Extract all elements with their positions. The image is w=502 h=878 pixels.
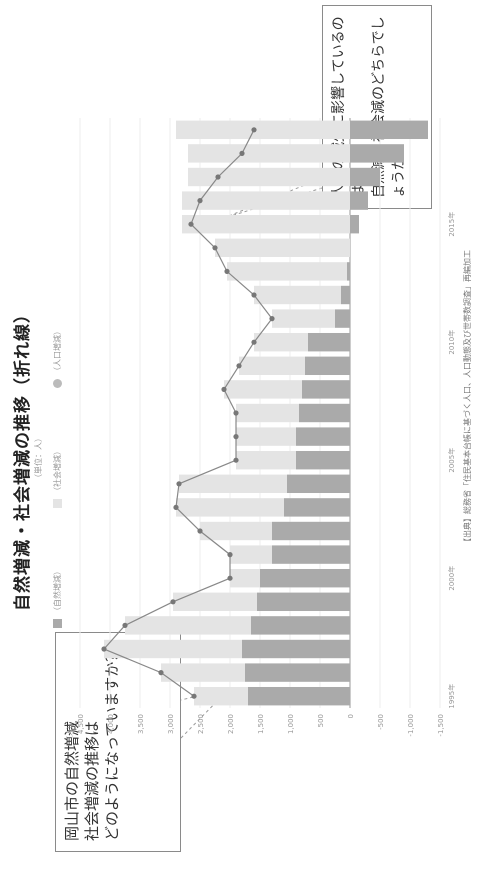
bar-natural: [305, 356, 350, 376]
bar-natural: [272, 545, 350, 564]
total-point: [233, 410, 239, 416]
bar-social: [215, 238, 350, 258]
y-tick-label: 2,500: [197, 714, 205, 734]
total-point: [239, 150, 245, 156]
bar-natural: [251, 616, 350, 635]
chart-source: 【出典】総務省「住民基本台帳に基づく人口、人口動態及び世帯数調査」再編加工: [463, 250, 472, 546]
bar-social: [254, 332, 308, 352]
total-point: [224, 268, 230, 274]
bar-social: [239, 356, 305, 376]
bar-social: [104, 639, 242, 659]
bar-natural: [245, 663, 350, 682]
y-tick-label: -500: [377, 714, 385, 730]
bar-social: [182, 191, 350, 210]
bar-social: [179, 474, 287, 494]
bar-social: [188, 144, 350, 163]
y-tick-label: 500: [317, 714, 325, 727]
bar-natural: [347, 262, 350, 281]
total-point: [233, 434, 239, 440]
bar-social: [194, 686, 248, 706]
total-point: [170, 599, 176, 605]
bar-natural: [350, 144, 404, 163]
y-tick-label: 3,500: [137, 714, 145, 734]
total-point: [233, 457, 239, 463]
y-axis-label: （人）: [66, 722, 74, 743]
total-point: [158, 670, 164, 676]
bar-social: [224, 380, 302, 399]
bar-natural: [284, 498, 350, 517]
x-tick-label: 2005年: [447, 448, 456, 473]
bar-social: [182, 214, 350, 234]
total-point: [122, 622, 128, 628]
bar-social: [161, 663, 245, 682]
x-tick-label: 2015年: [447, 212, 456, 237]
bar-social: [188, 167, 350, 187]
total-point: [251, 339, 257, 345]
total-point: [101, 646, 107, 652]
bar-natural: [350, 191, 368, 210]
total-point: [227, 575, 233, 581]
y-tick-label: 1,000: [287, 714, 295, 734]
bar-social: [236, 450, 296, 470]
x-tick-label: 2000年: [447, 566, 456, 591]
total-point: [215, 174, 221, 180]
bar-social: [176, 120, 350, 140]
bar-natural: [287, 474, 350, 494]
bar-social: [230, 568, 260, 588]
bar-social: [236, 403, 299, 423]
bar-natural: [350, 214, 359, 234]
y-tick-label: 2,000: [227, 714, 235, 734]
y-tick-label: -1,000: [407, 714, 415, 737]
bar-social: [236, 427, 296, 446]
y-tick-label: 4,000: [107, 714, 115, 734]
bar-natural: [272, 521, 350, 541]
total-point: [212, 245, 218, 251]
bar-social: [227, 262, 347, 281]
y-tick-label: 4,500: [77, 714, 85, 734]
bar-social: [176, 498, 284, 517]
bar-natural: [302, 380, 350, 399]
total-point: [227, 552, 233, 558]
bar-natural: [350, 120, 428, 140]
y-tick-label: -1,500: [437, 714, 445, 737]
x-tick-label: 2010年: [447, 330, 456, 355]
total-point: [188, 221, 194, 227]
total-point: [251, 292, 257, 298]
total-point: [176, 481, 182, 487]
bar-natural: [341, 285, 350, 305]
bar-natural: [296, 450, 350, 470]
y-tick-label: 1,500: [257, 714, 265, 734]
bar-natural: [299, 403, 350, 423]
bar-natural: [242, 639, 350, 659]
bar-natural: [308, 332, 350, 352]
bar-natural: [260, 568, 350, 588]
total-point: [197, 197, 203, 204]
total-point: [251, 127, 257, 133]
bar-social: [230, 545, 272, 564]
total-point: [221, 386, 227, 392]
bar-natural: [248, 686, 350, 706]
total-point: [269, 315, 275, 322]
bar-social: [272, 309, 335, 328]
total-point: [197, 528, 203, 534]
x-tick-label: 1995年: [447, 684, 456, 709]
total-point: [173, 504, 179, 510]
bar-social: [254, 285, 341, 305]
bar-natural: [335, 309, 350, 328]
bar-social: [125, 616, 251, 635]
bar-natural: [296, 427, 350, 446]
y-tick-label: 3,000: [167, 714, 175, 734]
y-tick-label: 0: [347, 714, 355, 718]
bar-social: [173, 592, 257, 612]
total-point: [236, 363, 242, 369]
bar-natural: [257, 592, 350, 612]
total-point: [191, 693, 197, 699]
bar-natural: [350, 167, 380, 187]
bar-social: [200, 521, 272, 541]
